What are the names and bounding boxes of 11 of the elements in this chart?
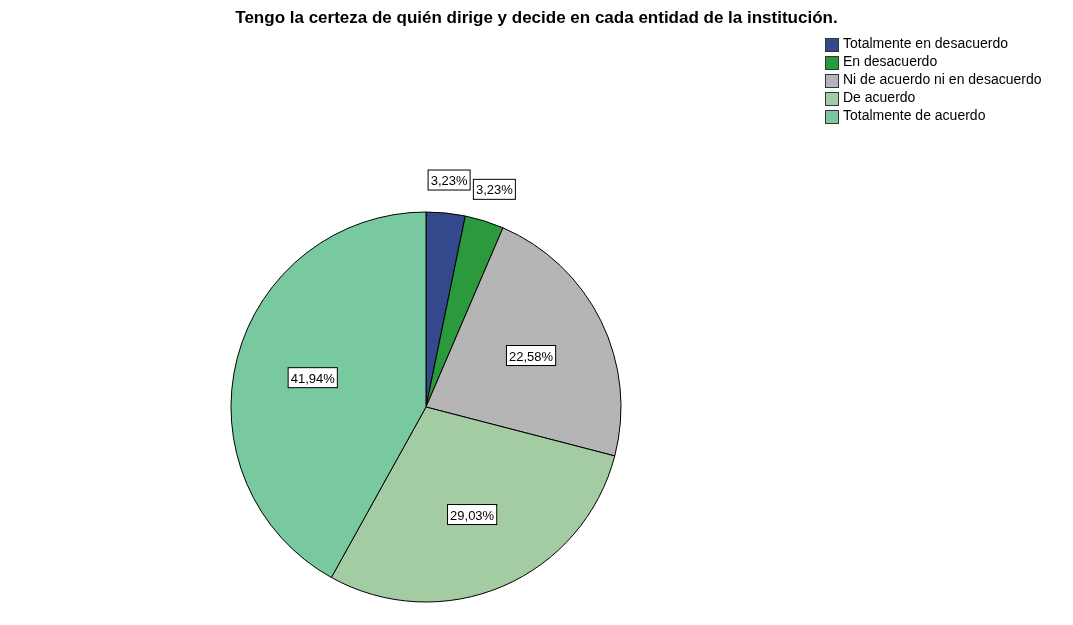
chart-title: Tengo la certeza de quién dirige y decide en cada entidad de la institución. (234, 8, 839, 29)
data-label: 3,23% (475, 182, 514, 198)
legend-label: Totalmente en desacuerdo (843, 35, 1008, 51)
legend-label: Totalmente de acuerdo (843, 107, 986, 123)
data-label: 41,94% (290, 370, 336, 386)
legend-label: De acuerdo (843, 89, 916, 105)
data-label: 3,23% (430, 173, 468, 189)
legend-label: En desacuerdo (843, 53, 938, 69)
legend-label: Ni de acuerdo ni en desacuerdo (843, 71, 1042, 87)
data-label: 29,03% (450, 507, 495, 523)
data-label: 22,58% (509, 348, 554, 364)
